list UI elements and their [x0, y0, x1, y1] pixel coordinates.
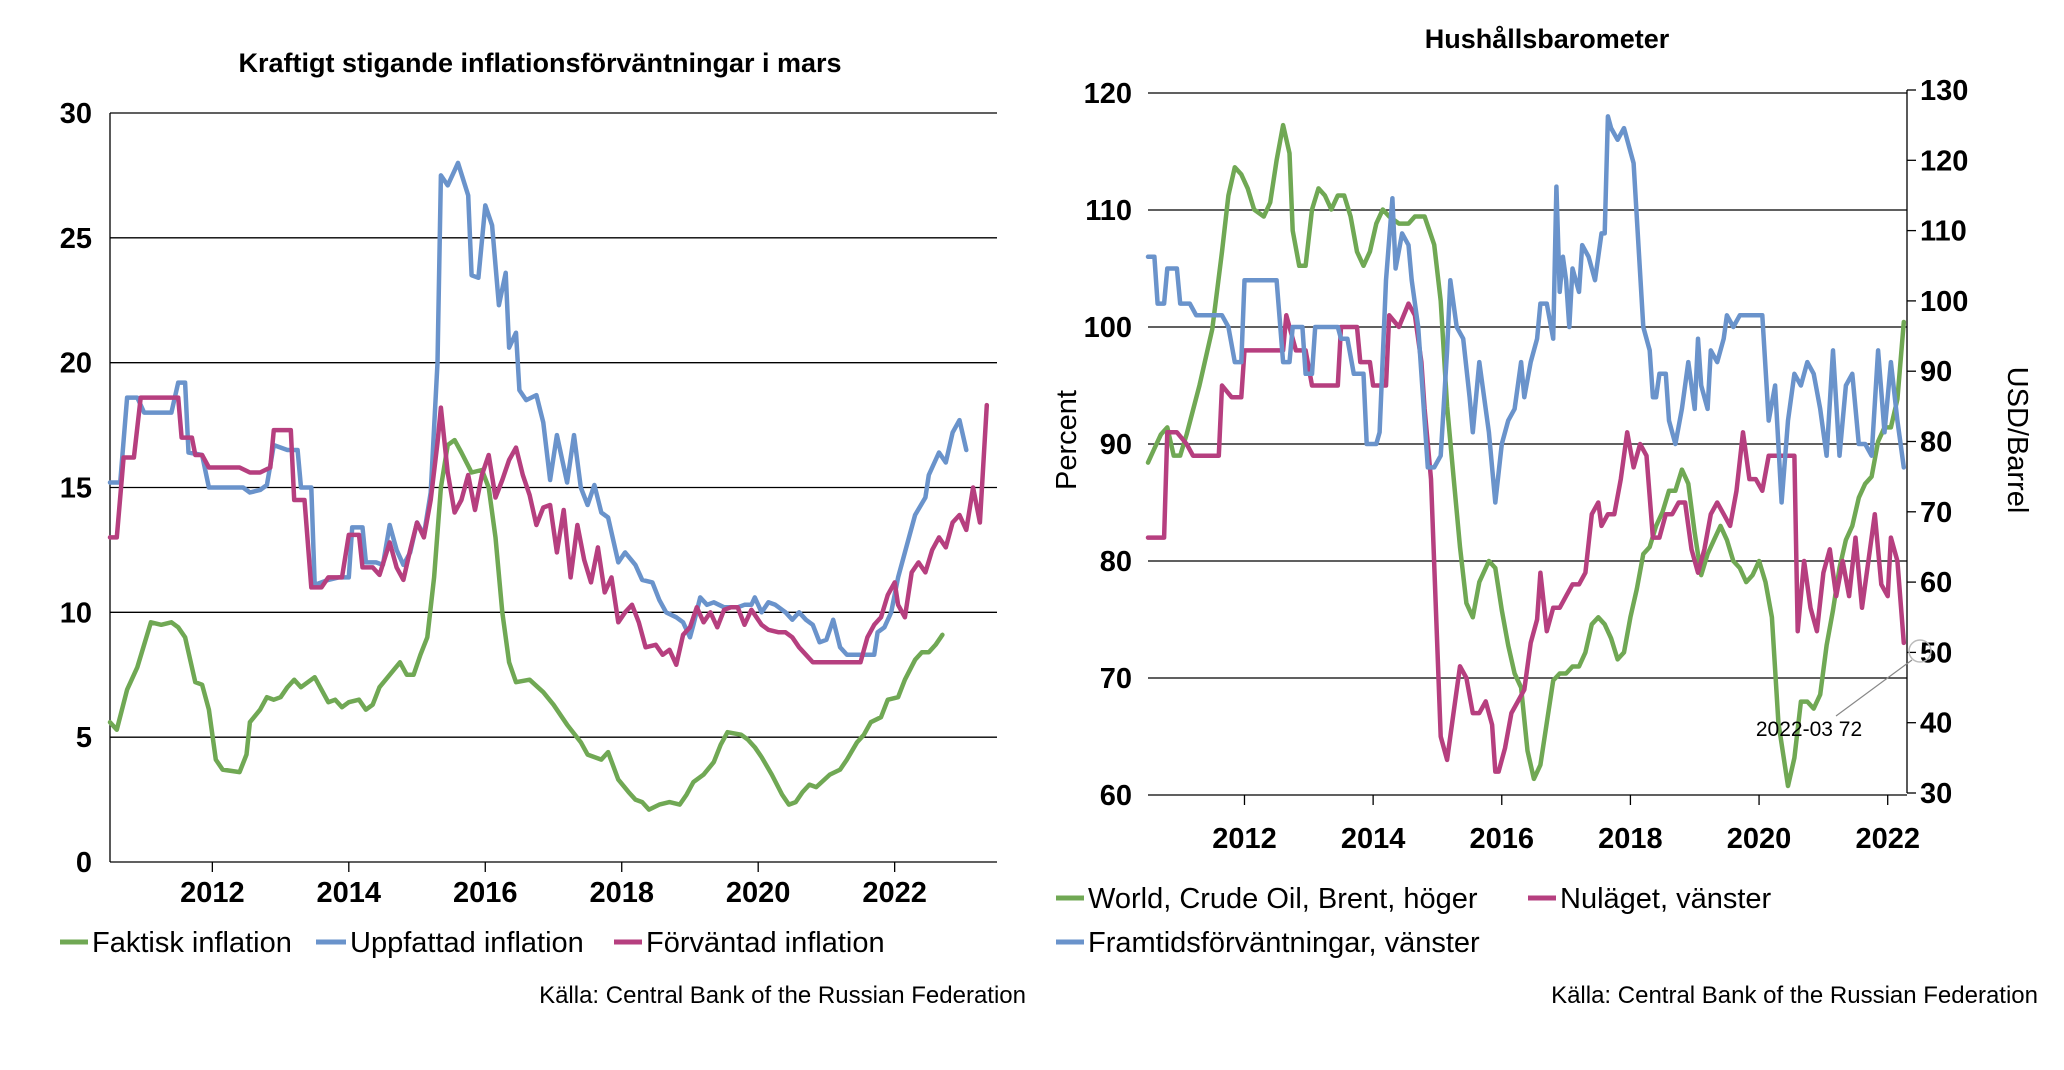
series-line-2: [107, 395, 990, 668]
legend-uppfattad-inflation: Uppfattad inflation: [350, 927, 584, 959]
legend-faktisk-inflation: Faktisk inflation: [92, 927, 292, 959]
x-tick-label-2022: 2022: [862, 877, 927, 909]
chart-inflation-x-tick-labels: 2012 2014 2016 2018 2020 2022: [180, 862, 927, 909]
y-tick-label-30: 30: [60, 98, 92, 130]
chart-inflation-title: Kraftigt stigande inflationsförväntninga…: [238, 48, 841, 78]
right-tick-label-40: 40: [1920, 708, 1952, 740]
y-tick-label-25: 25: [60, 223, 92, 255]
chart-household-series: [1145, 114, 1907, 789]
series-line-0: [107, 437, 945, 812]
chart-household-left-axis-label: Percent: [1051, 390, 1083, 490]
right-tick-label-120: 120: [1920, 145, 1968, 177]
right-tick-label-30: 30: [1920, 778, 1952, 810]
chart-inflation-series: [107, 160, 990, 812]
series-line-2: [1145, 114, 1907, 505]
legend-framtid: Framtidsförväntningar, vänster: [1088, 927, 1480, 959]
y-tick-label-15: 15: [60, 473, 92, 505]
chart-inflation-source: Källa: Central Bank of the Russian Feder…: [539, 982, 1026, 1009]
left-tick-label-110: 110: [1085, 195, 1132, 227]
y-tick-label-10: 10: [60, 597, 92, 629]
annotation-label: 2022-03 72: [1756, 718, 1862, 741]
left-tick-label-120: 120: [1084, 78, 1132, 110]
annotation-marker: [1908, 639, 1932, 663]
chart-household-left-tick-labels: 60 70 80 90 100 110 120: [1084, 78, 1132, 812]
chart-inflation-legend: Faktisk inflation Uppfattad inflation Fö…: [60, 927, 885, 959]
chart-inflation-y-tick-labels: 0 5 10 15 20 25 30: [60, 98, 92, 879]
chart-household-legend: World, Crude Oil, Brent, höger Nuläget, …: [1056, 883, 1772, 959]
left-tick-label-80: 80: [1100, 546, 1132, 578]
chart-inflation: Kraftigt stigande inflationsförväntninga…: [60, 48, 1026, 1009]
right-tick-label-130: 130: [1920, 75, 1968, 107]
x-tick-label-2014: 2014: [1341, 823, 1406, 855]
left-tick-label-70: 70: [1100, 663, 1132, 695]
x-tick-label-2020: 2020: [1727, 823, 1792, 855]
right-tick-label-100: 100: [1920, 286, 1968, 318]
right-tick-label-70: 70: [1920, 497, 1952, 529]
series-line-0: [1145, 122, 1907, 789]
x-tick-label-2018: 2018: [589, 877, 654, 909]
left-tick-label-100: 100: [1084, 312, 1132, 344]
x-tick-label-2018: 2018: [1598, 823, 1663, 855]
x-tick-label-2020: 2020: [726, 877, 791, 909]
y-tick-label-20: 20: [60, 348, 92, 380]
right-tick-label-60: 60: [1920, 567, 1952, 599]
chart-household-right-tick-labels: 30 40 50 60 70 80 90 100 110 120 130: [1907, 75, 1968, 810]
x-tick-label-2016: 2016: [1470, 823, 1535, 855]
chart-inflation-gridlines: [109, 112, 997, 863]
right-tick-label-50: 50: [1920, 637, 1952, 669]
chart-household-barometer: Hushållsbarometer 60 70 80 90 100 110 120 30 40…: [1051, 24, 2038, 1009]
legend-brent: World, Crude Oil, Brent, höger: [1088, 883, 1478, 915]
chart-household-source: Källa: Central Bank of the Russian Feder…: [1551, 982, 2038, 1009]
x-tick-label-2022: 2022: [1855, 823, 1920, 855]
chart-household-right-axis-label: USD/Barrel: [2001, 367, 2033, 514]
right-tick-label-110: 110: [1920, 216, 1967, 248]
x-tick-label-2012: 2012: [1212, 823, 1277, 855]
right-tick-label-80: 80: [1920, 427, 1952, 459]
legend-forvantad-inflation: Förväntad inflation: [646, 927, 885, 959]
chart-household-annotation: 2022-03 72: [1756, 639, 1932, 741]
series-line-1: [107, 160, 969, 658]
chart-household-title: Hushållsbarometer: [1425, 24, 1670, 54]
right-tick-label-90: 90: [1920, 356, 1952, 388]
series-line-1: [1145, 301, 1907, 774]
chart-household-gridlines: [1148, 90, 1908, 796]
left-tick-label-60: 60: [1100, 780, 1132, 812]
x-tick-label-2016: 2016: [453, 877, 518, 909]
x-tick-label-2014: 2014: [317, 877, 382, 909]
left-tick-label-90: 90: [1100, 429, 1132, 461]
legend-nulaget: Nuläget, vänster: [1560, 883, 1772, 915]
x-tick-label-2012: 2012: [180, 877, 245, 909]
y-tick-label-5: 5: [76, 722, 92, 754]
chart-household-x-tick-labels: 2012 2014 2016 2018 2020 2022: [1212, 795, 1920, 855]
y-tick-label-0: 0: [76, 847, 92, 879]
annotation-leader-line: [1835, 659, 1913, 717]
